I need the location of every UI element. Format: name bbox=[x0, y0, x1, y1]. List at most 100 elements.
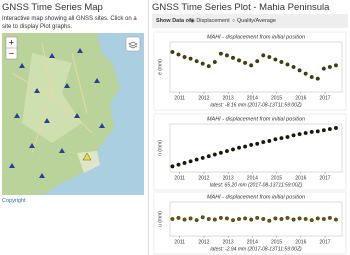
plot-area bbox=[169, 201, 343, 237]
data-point bbox=[297, 68, 302, 73]
data-point bbox=[231, 147, 235, 152]
data-point bbox=[200, 155, 205, 160]
plots: MAHI - displacement from initial positio… bbox=[153, 31, 347, 255]
data-point bbox=[224, 216, 229, 221]
data-point bbox=[321, 217, 326, 221]
data-point bbox=[237, 145, 241, 150]
data-point bbox=[170, 50, 175, 54]
data-point bbox=[176, 215, 181, 220]
data-point bbox=[206, 64, 211, 69]
data-point bbox=[218, 150, 223, 155]
data-point bbox=[255, 215, 260, 220]
data-point bbox=[249, 217, 254, 222]
x-tick-label: 2017 bbox=[319, 95, 330, 101]
data-point bbox=[212, 217, 217, 222]
x-tick-label: 2014 bbox=[247, 239, 258, 245]
data-point bbox=[297, 132, 302, 137]
data-point bbox=[182, 55, 187, 59]
data-point bbox=[303, 71, 308, 76]
data-point bbox=[279, 60, 284, 64]
data-point bbox=[188, 216, 193, 221]
data-point bbox=[243, 60, 248, 65]
copyright-link[interactable]: Copyright bbox=[2, 198, 26, 204]
data-point bbox=[273, 216, 278, 221]
option-label: Quality/Average bbox=[236, 18, 276, 24]
x-tick-label: 2011 bbox=[174, 95, 185, 101]
data-point bbox=[267, 218, 272, 223]
data-point bbox=[176, 162, 181, 167]
show-data-label: Show Data of bbox=[156, 18, 191, 24]
data-point bbox=[176, 52, 181, 57]
data-point bbox=[279, 136, 284, 141]
data-point bbox=[309, 75, 314, 79]
data-point bbox=[321, 128, 326, 133]
layers-button[interactable] bbox=[125, 36, 141, 52]
option-label: Displacement bbox=[196, 18, 230, 24]
x-tick-label: 2014 bbox=[247, 175, 258, 181]
data-point bbox=[224, 149, 229, 154]
data-point bbox=[212, 152, 217, 157]
x-tick-label: 2017 bbox=[319, 239, 330, 245]
x-tick-label: 2012 bbox=[198, 95, 209, 101]
data-point bbox=[255, 141, 260, 146]
plot-subtitle: MAHI - displacement from initial positio… bbox=[207, 194, 305, 200]
data-point bbox=[315, 216, 320, 221]
x-tick-label: 2012 bbox=[198, 175, 209, 181]
data-point bbox=[200, 215, 205, 220]
data-point bbox=[285, 62, 290, 67]
radio-quality[interactable]: ○ Quality/Average bbox=[232, 18, 276, 24]
data-point bbox=[315, 129, 320, 134]
y-axis-label: e (mm) bbox=[157, 59, 163, 75]
data-point bbox=[218, 51, 223, 56]
x-tick-label: 2016 bbox=[295, 95, 306, 101]
data-point bbox=[327, 215, 332, 220]
plot-frame bbox=[153, 191, 347, 255]
data-point bbox=[170, 217, 175, 221]
plot-frame bbox=[153, 113, 347, 191]
map-title: GNSS Time Series Map bbox=[2, 2, 103, 13]
data-point bbox=[255, 59, 260, 64]
data-point bbox=[303, 217, 308, 221]
plot-area bbox=[169, 123, 343, 173]
data-point bbox=[273, 137, 278, 142]
data-point bbox=[200, 61, 205, 66]
data-point bbox=[188, 159, 193, 164]
zoom-in[interactable]: + bbox=[9, 37, 14, 47]
data-point bbox=[315, 76, 320, 81]
data-point bbox=[303, 131, 308, 135]
data-point bbox=[333, 217, 338, 222]
data-point bbox=[237, 217, 241, 221]
data-point bbox=[285, 215, 290, 220]
data-point bbox=[291, 65, 296, 69]
data-point bbox=[194, 157, 199, 162]
x-tick-label: 2016 bbox=[295, 239, 306, 245]
data-point bbox=[327, 127, 332, 132]
x-tick-label: 2013 bbox=[223, 175, 234, 181]
data-point bbox=[333, 126, 338, 130]
y-axis-label: n (mm) bbox=[157, 140, 163, 156]
data-point bbox=[194, 218, 199, 223]
data-point bbox=[321, 66, 326, 71]
data-point bbox=[182, 217, 187, 222]
plot-title: GNSS Time Series Plot - Mahia Peninsula bbox=[152, 2, 330, 13]
data-point bbox=[231, 55, 235, 60]
plot-area bbox=[169, 41, 343, 93]
x-tick-label: 2013 bbox=[223, 95, 234, 101]
plot-frame bbox=[153, 31, 347, 111]
map[interactable]: + − bbox=[2, 33, 144, 195]
data-point bbox=[267, 55, 272, 59]
radio-displacement[interactable]: ◉ Displacement bbox=[190, 18, 230, 24]
data-point bbox=[231, 218, 235, 223]
data-point bbox=[243, 216, 248, 221]
data-point bbox=[206, 154, 211, 159]
data-point bbox=[291, 133, 296, 138]
data-point bbox=[333, 63, 338, 68]
x-tick-label: 2015 bbox=[271, 175, 282, 181]
zoom-out[interactable]: − bbox=[9, 48, 14, 58]
x-tick-label: 2017 bbox=[319, 175, 330, 181]
data-point bbox=[243, 144, 248, 149]
x-tick-label: 2016 bbox=[295, 175, 306, 181]
data-point bbox=[285, 135, 290, 139]
data-point bbox=[224, 53, 229, 58]
